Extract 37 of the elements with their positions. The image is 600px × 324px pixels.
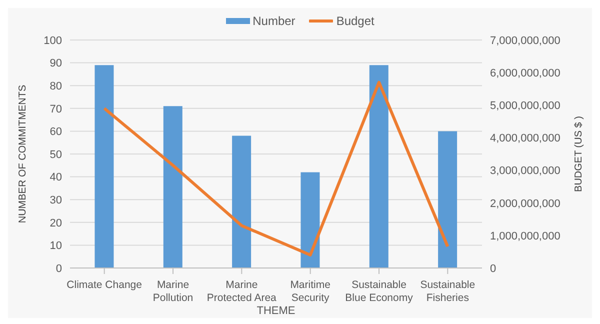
y-tick-label: 50	[50, 148, 62, 161]
x-tick-label: Sustainable Fisheries	[420, 279, 476, 304]
y-tick-label: 20	[50, 217, 62, 230]
y2-tick-label: 1,000,000,000	[490, 230, 560, 242]
y2-tick-label: 5,000,000,000	[490, 100, 560, 112]
x-tick-label: Marine Pollution	[152, 279, 194, 304]
x-tick-label: Marine Protected Area	[206, 279, 277, 304]
y2-tick-label: 4,000,000,000	[490, 132, 560, 145]
y-tick-label: 40	[50, 172, 62, 184]
x-tick-label: Maritime Security	[290, 279, 331, 304]
bar	[232, 136, 252, 268]
bar	[94, 65, 114, 268]
y2-tick-label: 3,000,000,000	[490, 165, 560, 178]
y2-axis-title: BUDGET (US $ )	[574, 116, 585, 192]
y-tick-label: 30	[50, 194, 62, 207]
y2-tick-label: 0	[490, 262, 496, 275]
x-tick-label: Sustainable Blue Economy	[345, 279, 414, 304]
y-tick-label: 80	[50, 80, 62, 93]
bar	[369, 65, 388, 268]
x-axis-title: THEME	[256, 305, 296, 317]
bar	[300, 172, 320, 268]
y-axis-title: NUMBER OF COMMITMENTS	[18, 84, 29, 224]
line-series	[102, 80, 450, 256]
legend-label: Budget	[336, 14, 374, 28]
y-tick-label: 0	[56, 262, 62, 275]
legend-label: Number	[252, 14, 296, 28]
y-tick-label: 10	[50, 240, 62, 252]
y-tick-label: 70	[50, 103, 62, 116]
y-tick-label: 100	[44, 34, 62, 47]
y2-tick-label: 2,000,000,000	[490, 198, 560, 210]
x-tick-label: Climate Change	[66, 279, 142, 291]
bar	[438, 131, 458, 268]
bar	[163, 106, 182, 268]
y-tick-label: 60	[50, 126, 62, 138]
y-tick-label: 90	[50, 58, 62, 70]
y2-tick-label: 7,000,000,000	[490, 34, 560, 47]
y2-tick-label: 6,000,000,000	[490, 67, 560, 80]
